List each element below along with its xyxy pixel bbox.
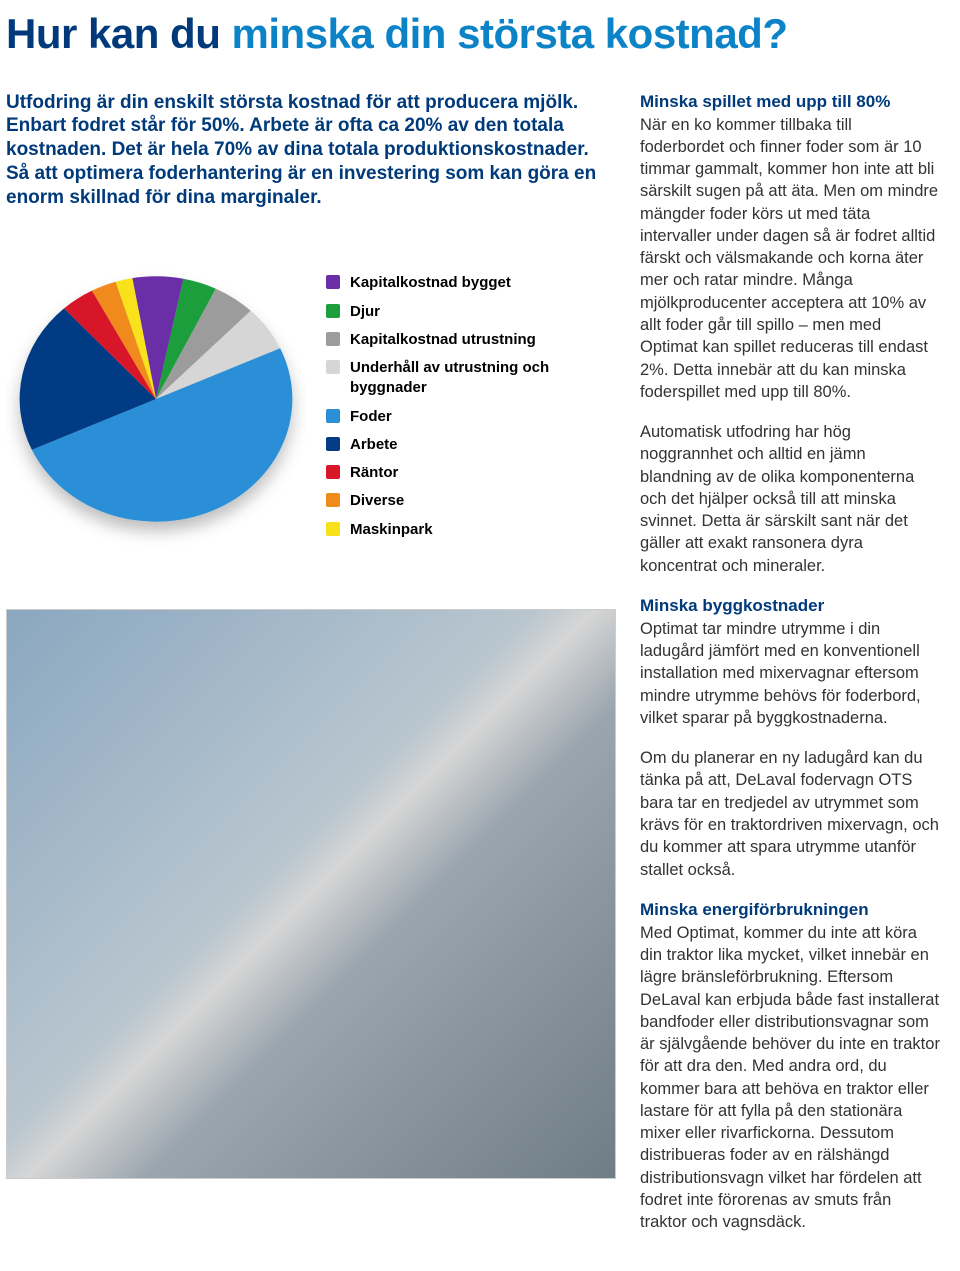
legend-row: Arbete <box>326 435 550 455</box>
subhead-spill: Minska spillet med upp till 80% <box>640 91 940 114</box>
legend-label: Räntor <box>350 463 398 483</box>
legend-swatch <box>326 465 340 479</box>
title-part-1: Hur kan du <box>6 10 232 57</box>
title-part-2: minska din största kostnad? <box>232 10 788 57</box>
page-title: Hur kan du minska din största kostnad? <box>6 6 954 63</box>
pie-legend: Kapitalkostnad bygget Djur Kapitalkostnad … <box>326 273 550 548</box>
subhead-bygg: Minska byggkostnader <box>640 595 940 618</box>
legend-row: Kapitalkostnad bygget <box>326 273 550 293</box>
legend-label: Underhåll av utrustning och byggnader <box>350 358 550 399</box>
intro-paragraph: Utfodring är din enskilt största kostnad… <box>6 91 616 210</box>
laptop-photo <box>6 609 616 1179</box>
cost-pie-chart <box>6 249 306 549</box>
para-spill: Minska spillet med upp till 80% När en k… <box>640 91 940 403</box>
legend-row: Foder <box>326 407 550 427</box>
legend-label: Kapitalkostnad utrustning <box>350 330 536 350</box>
legend-swatch <box>326 522 340 536</box>
legend-swatch <box>326 304 340 318</box>
legend-row: Underhåll av utrustning och byggnader <box>326 358 550 399</box>
legend-row: Maskinpark <box>326 520 550 540</box>
legend-swatch <box>326 360 340 374</box>
legend-label: Kapitalkostnad bygget <box>350 273 511 293</box>
body-spill: När en ko kommer tillbaka till foderbord… <box>640 116 938 401</box>
legend-label: Maskinpark <box>350 520 433 540</box>
body-bygg: Optimat tar mindre utrymme i din ladugår… <box>640 620 921 727</box>
legend-row: Djur <box>326 302 550 322</box>
legend-label: Diverse <box>350 491 404 511</box>
legend-swatch <box>326 275 340 289</box>
legend-swatch <box>326 332 340 346</box>
legend-row: Diverse <box>326 491 550 511</box>
legend-row: Räntor <box>326 463 550 483</box>
subhead-energi: Minska energiförbrukningen <box>640 899 940 922</box>
right-column: Minska spillet med upp till 80% När en k… <box>640 91 940 1252</box>
para-auto: Automatisk utfodring har hög noggrannhet… <box>640 421 940 577</box>
legend-swatch <box>326 409 340 423</box>
legend-label: Djur <box>350 302 380 322</box>
legend-swatch <box>326 437 340 451</box>
legend-swatch <box>326 493 340 507</box>
para-energi: Minska energiförbrukningen Med Optimat, … <box>640 899 940 1234</box>
body-energi: Med Optimat, kommer du inte att köra din… <box>640 924 940 1231</box>
para-plan: Om du planerar en ny ladugård kan du tän… <box>640 747 940 881</box>
legend-label: Arbete <box>350 435 398 455</box>
para-bygg: Minska byggkostnader Optimat tar mindre … <box>640 595 940 729</box>
legend-row: Kapitalkostnad utrustning <box>326 330 550 350</box>
legend-label: Foder <box>350 407 392 427</box>
